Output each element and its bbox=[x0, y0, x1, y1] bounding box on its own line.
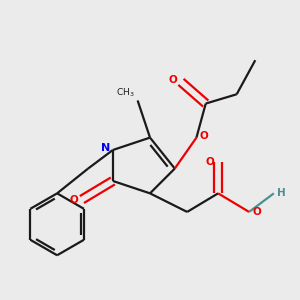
Text: O: O bbox=[252, 207, 261, 217]
Text: O: O bbox=[70, 194, 79, 205]
Text: O: O bbox=[200, 131, 208, 141]
Text: H: H bbox=[277, 188, 286, 198]
Text: N: N bbox=[100, 143, 110, 154]
Text: CH$_3$: CH$_3$ bbox=[116, 86, 134, 99]
Text: O: O bbox=[206, 158, 215, 167]
Text: O: O bbox=[169, 75, 178, 85]
